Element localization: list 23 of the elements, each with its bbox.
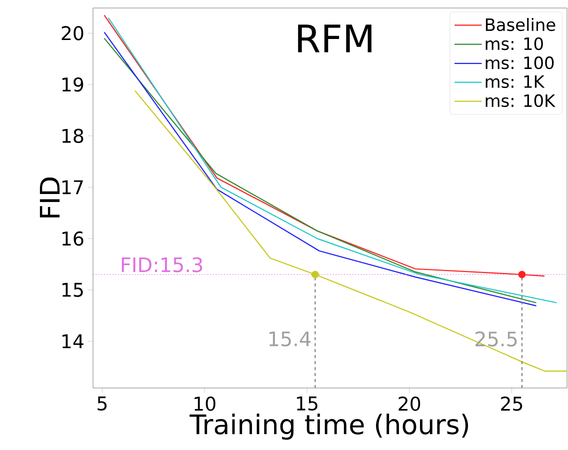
y-axis-title: FID bbox=[40, 178, 60, 218]
legend-label: ms: 100 bbox=[486, 56, 554, 70]
x-tick-label: 15 bbox=[297, 396, 318, 411]
y-tick-label: 16 bbox=[62, 231, 84, 246]
y-tick-label: 18 bbox=[62, 128, 84, 144]
legend-label: Baseline bbox=[486, 18, 556, 32]
y-tick-label: 20 bbox=[62, 26, 84, 40]
x-tick-label: 5 bbox=[98, 396, 107, 411]
legend-label: ms: 10K bbox=[486, 94, 556, 108]
x-tick-label: 10 bbox=[194, 396, 216, 411]
y-tick-label: 17 bbox=[62, 180, 83, 194]
x-tick-label: 25 bbox=[501, 396, 522, 411]
x-tick-label: 20 bbox=[398, 396, 420, 411]
y-tick-label: 15 bbox=[62, 282, 83, 297]
y-tick-label: 14 bbox=[62, 334, 84, 348]
x-axis-title: Training time (hours) bbox=[190, 414, 468, 440]
annotation: 25.5 bbox=[476, 331, 517, 346]
legend-label: ms: 1K bbox=[486, 75, 545, 88]
legend-label: ms: 10 bbox=[486, 37, 543, 50]
ref-line-label: FID:15.3 bbox=[122, 257, 202, 272]
annotation: 15.4 bbox=[269, 332, 311, 346]
y-tick-label: 19 bbox=[62, 77, 84, 92]
chart-title: RFM bbox=[298, 24, 372, 52]
